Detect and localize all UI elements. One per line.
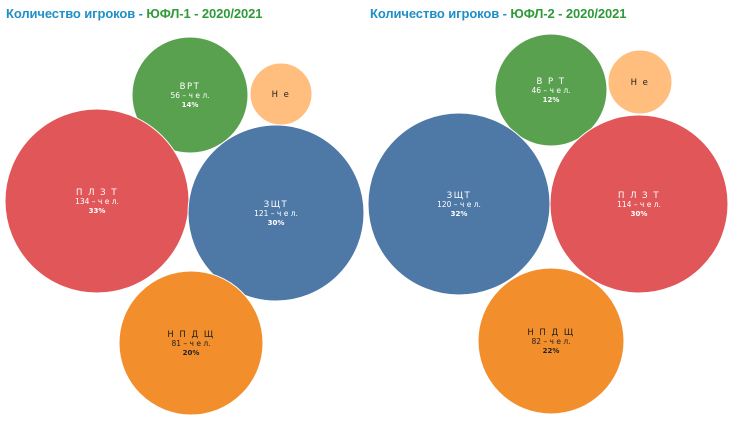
bubble-circle bbox=[607, 49, 673, 115]
bubble-label-count: 134 – ч е л. bbox=[75, 197, 119, 206]
bubble-circle bbox=[477, 267, 625, 415]
bubble-label-name: Н П Д Щ bbox=[527, 328, 574, 338]
bubble-label-pct: 22% bbox=[543, 347, 560, 355]
bubble-label-pct: 30% bbox=[268, 219, 285, 227]
bubble-circle bbox=[131, 36, 249, 154]
bubble-left-npdshch: Н П Д Щ81 – ч е л.20% bbox=[118, 270, 264, 416]
bubble-left-ne: Н е bbox=[249, 62, 313, 126]
bubble-label-count: 46 – ч е л. bbox=[531, 86, 570, 95]
bubble-right-npdshch: Н П Д Щ82 – ч е л.22% bbox=[477, 267, 625, 415]
bubble-label-pct: 14% bbox=[182, 101, 199, 109]
bubble-label-pct: 32% bbox=[451, 210, 468, 218]
chart-title-right-league: ЮФЛ-2 - 2020/2021 bbox=[510, 6, 627, 21]
bubble-label-count: 82 – ч е л. bbox=[531, 337, 570, 346]
bubble-label-count: 120 – ч е л. bbox=[437, 200, 481, 209]
bubble-label-count: 81 – ч е л. bbox=[171, 339, 210, 348]
bubble-label-pct: 33% bbox=[89, 207, 106, 215]
chart-title-left: Количество игроков - ЮФЛ-1 - 2020/2021 bbox=[6, 6, 262, 21]
bubble-label-name: ВРТ bbox=[180, 82, 201, 92]
bubble-label-name: Н П Д Щ bbox=[167, 330, 214, 340]
bubble-circle bbox=[549, 114, 729, 294]
chart-title-left-main: Количество игроков - bbox=[6, 6, 147, 21]
bubble-label-pct: 30% bbox=[631, 210, 648, 218]
bubble-circle bbox=[187, 124, 365, 302]
chart-title-left-league: ЮФЛ-1 - 2020/2021 bbox=[146, 6, 263, 21]
bubble-label-count: 114 – ч е л. bbox=[617, 200, 661, 209]
bubble-circle bbox=[118, 270, 264, 416]
bubble-right-ne: Н е bbox=[607, 49, 673, 115]
bubble-circle bbox=[494, 33, 608, 147]
bubble-label-pct: 20% bbox=[183, 349, 200, 357]
bubble-label-pct: 12% bbox=[543, 96, 560, 104]
bubble-label-name: ЗЩТ bbox=[447, 191, 471, 201]
bubble-label-count: 121 – ч е л. bbox=[254, 209, 298, 218]
chart-title-right: Количество игроков - ЮФЛ-2 - 2020/2021 bbox=[370, 6, 626, 21]
bubble-label-count: 56 – ч е л. bbox=[170, 91, 209, 100]
bubble-label-name: П Л З Т bbox=[618, 191, 660, 201]
bubble-label-name: В Р Т bbox=[536, 77, 565, 87]
chart-title-right-main: Количество игроков - bbox=[370, 6, 511, 21]
bubble-label-name: П Л З Т bbox=[76, 188, 118, 198]
bubble-label-name: ЗЩТ bbox=[264, 200, 288, 210]
bubble-right-vrt: В Р Т46 – ч е л.12% bbox=[494, 33, 608, 147]
bubble-label-name: Н е bbox=[631, 78, 650, 88]
bubble-label-name: Н е bbox=[272, 90, 291, 100]
